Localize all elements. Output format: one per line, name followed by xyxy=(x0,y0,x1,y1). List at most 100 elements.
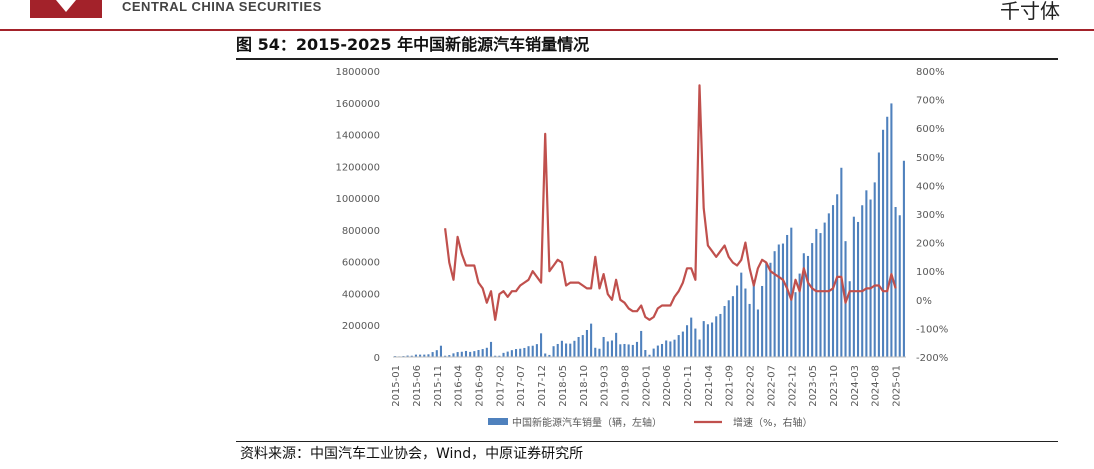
right-tick-label: 400% xyxy=(916,181,945,192)
bar xyxy=(456,352,459,357)
bar xyxy=(848,281,851,357)
bar xyxy=(577,336,580,357)
bar xyxy=(819,233,822,357)
bar xyxy=(489,341,493,357)
x-tick-label: 2018-10 xyxy=(579,365,590,407)
bar xyxy=(548,354,551,357)
figure-title: 图 54：2015-2025 年中国新能源汽车销量情况 xyxy=(236,35,590,54)
left-axis-ticks: 0 200000 400000 600000 800000 1000000 1200000 1… xyxy=(335,67,380,364)
x-tick-label: 2015-06 xyxy=(412,365,423,407)
bar xyxy=(477,350,480,357)
bar xyxy=(419,354,422,357)
x-tick-label: 2021-04 xyxy=(704,365,715,407)
bar xyxy=(565,343,568,357)
bar xyxy=(744,288,747,357)
bar xyxy=(894,207,897,357)
header-rule xyxy=(0,29,1094,31)
right-tick-label: 500% xyxy=(916,153,945,164)
bar xyxy=(869,199,872,357)
bar xyxy=(698,339,701,357)
bar xyxy=(423,354,426,357)
bar xyxy=(506,351,509,357)
x-tick-label: 2024-03 xyxy=(850,365,861,407)
bar xyxy=(439,345,443,357)
bar xyxy=(660,343,664,357)
x-tick-label: 2018-05 xyxy=(558,365,569,407)
bar xyxy=(519,348,522,357)
right-tick-label: 800% xyxy=(916,67,945,78)
bar xyxy=(556,343,559,357)
bar xyxy=(540,333,543,357)
bar xyxy=(752,280,755,357)
bar xyxy=(723,305,726,357)
right-tick-label: 200% xyxy=(916,239,945,250)
bar xyxy=(627,344,630,357)
x-tick-label: 2022-02 xyxy=(746,365,757,407)
bar xyxy=(790,227,793,357)
bar xyxy=(815,228,818,357)
right-axis-ticks: -200% -100% 0% 100% 200% 300% 400% 500% 600% 700%… xyxy=(916,67,948,364)
x-tick-label: 2019-08 xyxy=(620,365,631,407)
bar xyxy=(861,205,864,357)
bar xyxy=(706,324,709,357)
x-axis-ticks: 2015-01 2015-06 2015-11 2016-04 2016-09 2017-… xyxy=(391,365,902,407)
right-tick-label: -200% xyxy=(916,353,948,364)
bar xyxy=(777,244,780,357)
bar xyxy=(427,354,430,357)
bar xyxy=(865,190,868,357)
x-tick-label: 2017-02 xyxy=(495,365,506,407)
bar xyxy=(619,344,622,357)
bar xyxy=(781,243,785,357)
bar xyxy=(581,335,584,357)
bar xyxy=(448,355,451,357)
bar xyxy=(873,182,876,357)
right-tick-label: 300% xyxy=(916,210,945,221)
left-tick-label: 1600000 xyxy=(335,99,380,110)
growth-line xyxy=(444,84,897,321)
bar xyxy=(598,348,601,357)
bar xyxy=(523,347,526,357)
bar xyxy=(502,352,505,357)
bar xyxy=(514,349,518,357)
x-tick-label: 2020-11 xyxy=(683,365,694,407)
bar xyxy=(840,167,843,357)
bar xyxy=(414,354,417,357)
footer-rule xyxy=(236,441,1058,442)
left-tick-label: 0 xyxy=(374,353,380,364)
bar-series xyxy=(394,103,905,357)
bar xyxy=(715,316,718,357)
bar xyxy=(798,273,801,357)
bar xyxy=(606,341,609,357)
source-note: 资料来源：中国汽车工业协会，Wind，中原证券研究所 xyxy=(240,446,584,462)
x-tick-label: 2025-01 xyxy=(892,365,903,407)
left-tick-label: 1000000 xyxy=(335,194,380,205)
title-rule xyxy=(236,58,1058,60)
bar xyxy=(640,330,643,357)
bar xyxy=(856,221,860,357)
bar xyxy=(431,352,434,357)
bar xyxy=(711,322,714,357)
legend: 中国新能源汽车销量（辆，左轴） 增速（%，右轴） xyxy=(488,416,813,429)
bar xyxy=(485,347,488,357)
bar xyxy=(902,160,905,357)
bar xyxy=(736,285,739,357)
bar xyxy=(665,340,668,357)
bar xyxy=(544,353,547,357)
bar xyxy=(460,351,463,357)
bar xyxy=(802,253,805,357)
bar xyxy=(656,345,659,357)
bar xyxy=(610,340,614,357)
bar xyxy=(652,348,655,357)
bar xyxy=(560,340,563,357)
left-tick-label: 1200000 xyxy=(335,162,380,173)
bar xyxy=(673,339,676,357)
bar xyxy=(494,355,497,357)
bar xyxy=(590,323,593,357)
bar xyxy=(623,343,626,357)
x-tick-label: 2024-08 xyxy=(871,365,882,407)
bar xyxy=(531,345,534,357)
bar xyxy=(648,354,651,357)
x-tick-label: 2022-12 xyxy=(787,365,798,407)
bar xyxy=(890,103,893,357)
